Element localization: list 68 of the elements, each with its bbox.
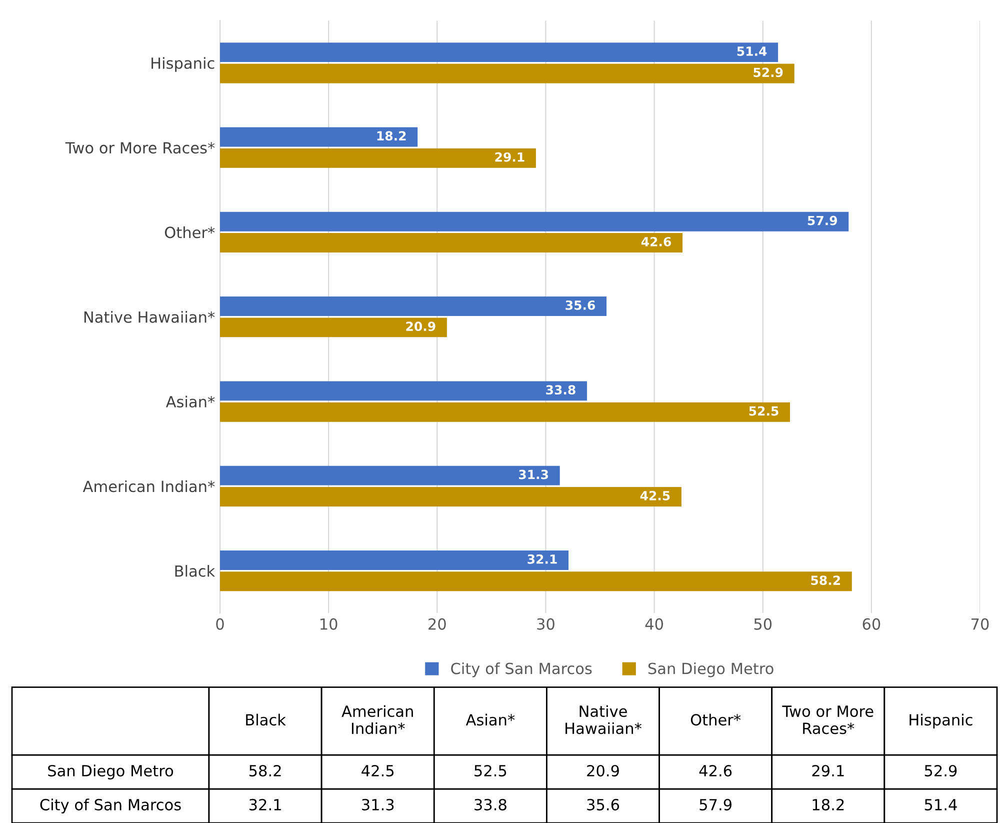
data-label: 42.5 [640, 490, 670, 500]
bar [220, 402, 790, 422]
bar [220, 127, 418, 147]
category-label: Two or More Races* [782, 706, 874, 734]
bar [220, 64, 794, 84]
data-label: 32.1 [249, 798, 281, 810]
series-label: City of San Marcos [40, 798, 181, 814]
data-label: 35.6 [566, 300, 596, 310]
bar [220, 233, 683, 253]
bar [220, 550, 569, 570]
x-tick-label: 30 [537, 618, 554, 630]
x-tick-label: 20 [428, 618, 446, 630]
bar [220, 296, 607, 316]
data-label: 33.8 [474, 798, 506, 810]
bar [220, 148, 536, 168]
x-tick-label: 40 [645, 618, 663, 630]
data-label: 31.3 [362, 798, 394, 810]
data-label: 51.4 [924, 799, 957, 810]
y-tick-label: Hispanic [152, 57, 214, 72]
data-label: 52.5 [749, 406, 778, 416]
data-label: 42.5 [362, 764, 394, 777]
y-tick-label: American Indian* [82, 480, 215, 492]
bar [220, 381, 587, 401]
data-label: 42.6 [699, 764, 732, 777]
category-label: Native Hawaiian* [566, 705, 642, 734]
data-label: 52.9 [754, 68, 783, 78]
legend-label: City of San Marcos [451, 662, 592, 678]
data-label: 20.9 [406, 322, 436, 332]
data-label: 20.9 [587, 764, 619, 777]
x-tick-label: 0 [216, 618, 224, 630]
data-label: 58.2 [811, 576, 840, 586]
data-label: 33.8 [546, 385, 576, 395]
y-tick-label: Black [175, 565, 216, 577]
x-tick-label: 50 [754, 618, 772, 630]
data-label: 57.9 [700, 798, 732, 810]
data-label: 18.2 [812, 798, 844, 810]
x-tick-label: 70 [972, 618, 989, 630]
y-tick-label: Other* [164, 226, 215, 238]
category-label: American Indian* [342, 705, 413, 734]
data-label: 29.1 [812, 764, 844, 777]
bar [220, 42, 778, 62]
category-label: Hispanic [910, 714, 972, 729]
data-label: 58.2 [249, 764, 281, 777]
data-label: 35.6 [587, 798, 620, 810]
data-label: 18.2 [377, 131, 406, 141]
y-tick-label: Two or More Races* [65, 142, 215, 154]
bar [220, 487, 682, 506]
bar [220, 466, 560, 486]
data-label: 51.4 [737, 46, 767, 56]
y-tick-label: Native Hawaiian* [84, 311, 215, 323]
x-tick-label: 60 [862, 618, 880, 630]
data-label: 57.9 [808, 216, 838, 226]
category-label: Asian* [466, 714, 515, 726]
y-tick-label: Asian* [166, 396, 215, 408]
bar [220, 572, 852, 592]
bar [220, 212, 849, 232]
data-label: 52.5 [474, 764, 506, 777]
text: San Diego Metro [48, 764, 174, 780]
data-label: 52.9 [924, 764, 957, 777]
data-label: 31.3 [519, 470, 548, 480]
data-label: 29.1 [495, 152, 524, 162]
bar [220, 318, 447, 338]
data-label: 32.1 [528, 554, 557, 564]
x-tick-label: 10 [320, 618, 338, 630]
category-label: Other* [690, 714, 741, 726]
category-label: Black [246, 714, 286, 726]
data-label: 42.6 [641, 236, 672, 246]
legend-label: San Diego Metro [648, 662, 774, 678]
